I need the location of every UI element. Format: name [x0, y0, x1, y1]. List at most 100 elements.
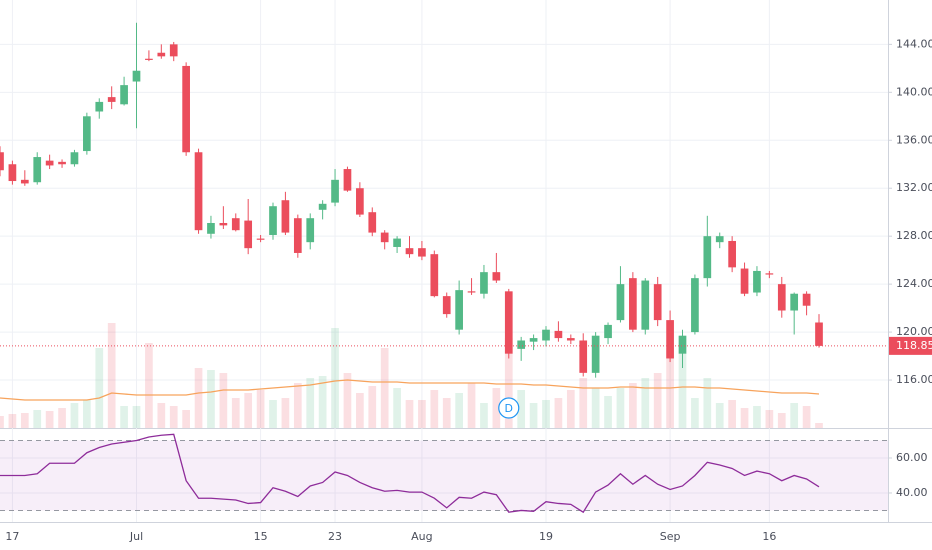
candle-body: [356, 188, 364, 215]
candle-body: [480, 272, 488, 294]
candle-body: [430, 254, 439, 297]
candle-body: [33, 157, 42, 183]
volume-bar: [616, 388, 625, 428]
volume-bar: [815, 423, 823, 428]
volume-bar: [107, 323, 116, 428]
candle-body: [802, 293, 811, 306]
volume-bar: [318, 376, 327, 428]
candle-body: [740, 268, 749, 294]
candle-body: [58, 161, 66, 165]
rsi-y-tick-label: 60.00: [896, 451, 928, 464]
rsi-y-tick-label: 40.00: [896, 486, 928, 499]
candle-body: [492, 272, 501, 281]
candle-body: [691, 278, 699, 333]
candle-body: [231, 218, 240, 231]
candle-body: [132, 70, 141, 82]
volume-bar: [604, 396, 612, 428]
volume-bar: [70, 403, 79, 428]
volume-bar: [455, 393, 463, 428]
y-tick-label: 140.00: [896, 85, 932, 98]
candle-body: [542, 329, 550, 341]
candle-body: [107, 97, 116, 102]
candle-body: [120, 85, 128, 105]
volume-bar: [467, 383, 476, 428]
volume-bar: [120, 406, 128, 428]
candle-body: [678, 335, 687, 354]
volume-bar: [356, 393, 364, 428]
candle-body: [8, 164, 17, 182]
candle-body: [753, 270, 761, 293]
volume-bar: [740, 408, 749, 428]
candle-body: [343, 169, 352, 191]
volume-bar: [691, 398, 699, 428]
volume-bar: [244, 393, 253, 428]
candle-body: [194, 152, 203, 231]
volume-bar: [430, 390, 439, 428]
candle-body: [579, 340, 588, 373]
volume-bar: [293, 383, 302, 428]
volume-bar: [554, 398, 563, 428]
candle-body: [331, 179, 339, 203]
volume-bar: [629, 383, 637, 428]
volume-bar: [331, 328, 339, 428]
candle-body: [554, 330, 563, 339]
volume-bar: [517, 390, 526, 428]
candle-body: [815, 322, 823, 346]
candle-body: [83, 116, 91, 152]
candle-body: [244, 220, 253, 249]
candle-body: [157, 52, 166, 57]
volume-bar: [678, 353, 687, 428]
candle-body: [318, 203, 327, 210]
x-tick-label: Sep: [660, 530, 681, 543]
candle-body: [604, 324, 612, 339]
volume-bar: [20, 413, 29, 428]
candle-body: [467, 291, 476, 293]
candle-body: [0, 152, 4, 171]
candle-body: [368, 212, 377, 233]
candle-body: [616, 284, 625, 321]
volume-bar: [765, 410, 774, 428]
volume-bar: [207, 370, 215, 428]
volume-bar: [306, 378, 315, 428]
candle-body: [145, 58, 153, 60]
candle-body: [219, 222, 228, 226]
volume-bar: [182, 410, 190, 428]
candle-body: [20, 179, 29, 184]
volume-bar: [480, 403, 488, 428]
volume-bar: [33, 410, 42, 428]
candle-body: [95, 101, 104, 112]
volume-bar: [8, 414, 17, 428]
x-tick-label: 23: [328, 530, 342, 543]
candle-body: [790, 293, 799, 311]
x-tick-label: 16: [762, 530, 776, 543]
candle-body: [777, 284, 786, 311]
volume-bar: [256, 390, 265, 428]
y-tick-label: 132.00: [896, 181, 932, 194]
candle-body: [293, 218, 302, 253]
x-tick-label: Jul: [129, 530, 143, 543]
y-tick-label: 136.00: [896, 133, 932, 146]
volume-bar: [418, 400, 426, 428]
volume-bar: [169, 406, 178, 428]
volume-bar: [802, 406, 811, 428]
volume-bar: [492, 388, 501, 428]
volume-bar: [145, 343, 153, 428]
grid: [0, 0, 888, 522]
y-tick-label: 128.00: [896, 229, 932, 242]
candle-body: [641, 280, 650, 330]
volume-bar: [58, 408, 66, 428]
volume-bar: [194, 368, 203, 428]
volume-bar: [368, 386, 377, 428]
volume-bar: [728, 400, 736, 428]
volume-bar: [83, 400, 91, 428]
candle-body: [629, 278, 637, 330]
last-price-box: [889, 336, 932, 355]
volume-bar: [219, 373, 228, 428]
candle-body: [256, 238, 265, 240]
volume-bar: [95, 348, 104, 428]
volume-bar: [405, 400, 414, 428]
candle-body: [765, 273, 774, 275]
volume-bar: [380, 348, 389, 428]
candle-body: [269, 206, 277, 235]
